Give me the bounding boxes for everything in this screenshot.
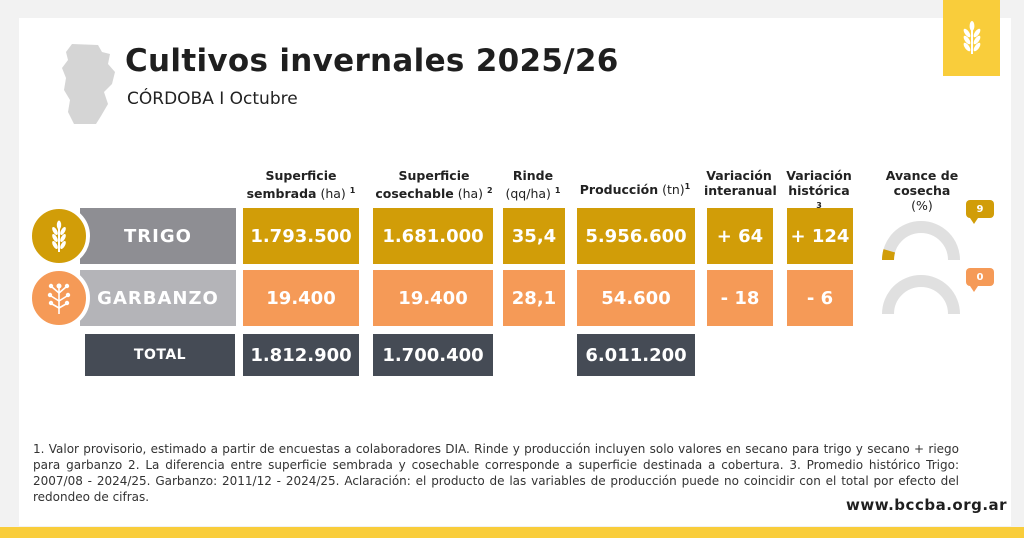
header-interanual: Variación interanual	[704, 168, 777, 198]
trigo-badge	[28, 205, 90, 267]
gauge-track	[882, 221, 960, 261]
header-historica: Variación histórica 3	[786, 168, 852, 210]
trigo-historica: + 124	[787, 208, 853, 264]
trigo-harvest-gauge	[882, 221, 960, 261]
header-rinde: Rinde (qq/ha) 1	[505, 168, 561, 202]
bottom-accent-bar	[0, 527, 1024, 538]
garbanzo-cosechable: 19.400	[373, 270, 493, 326]
header-avance: Avance de cosecha (%)	[885, 168, 959, 213]
trigo-sembrada: 1.793.500	[243, 208, 359, 264]
trigo-cosechable: 1.681.000	[373, 208, 493, 264]
garbanzo-harvest-gauge	[882, 275, 960, 315]
total-sembrada: 1.812.900	[243, 334, 359, 376]
garbanzo-historica: - 6	[787, 270, 853, 326]
header-produccion: Producción (tn)1	[579, 182, 691, 198]
garbanzo-sembrada: 19.400	[243, 270, 359, 326]
garbanzo-interanual: - 18	[707, 270, 773, 326]
garbanzo-produccion: 54.600	[577, 270, 695, 326]
trigo-harvest-value: 9	[966, 200, 994, 224]
wheat-icon	[52, 220, 66, 252]
garbanzo-rinde: 28,1	[503, 270, 565, 326]
row-label-garbanzo: GARBANZO	[80, 270, 236, 326]
garbanzo-badge	[28, 267, 90, 329]
website-link[interactable]: www.bccba.org.ar	[846, 496, 1008, 514]
trigo-rinde: 35,4	[503, 208, 565, 264]
footnote: 1. Valor provisorio, estimado a partir d…	[33, 442, 959, 504]
trigo-interanual: + 64	[707, 208, 773, 264]
row-label-total: TOTAL	[85, 334, 235, 376]
province-map-icon	[62, 44, 115, 124]
header-sembrada: Superficie sembrada (ha) 1	[246, 168, 356, 202]
trigo-produccion: 5.956.600	[577, 208, 695, 264]
page-subtitle: CÓRDOBA I Octubre	[127, 89, 298, 109]
total-cosechable: 1.700.400	[373, 334, 493, 376]
brand-tab	[943, 0, 1000, 76]
gauge-fill	[882, 249, 896, 261]
header-cosechable: Superficie cosechable (ha) 2	[375, 168, 493, 202]
wheat-brand-icon	[963, 21, 980, 54]
garbanzo-harvest-value: 0	[966, 268, 994, 292]
page-title: Cultivos invernales 2025/26	[125, 43, 619, 79]
gauge-track	[882, 275, 960, 315]
total-produccion: 6.011.200	[577, 334, 695, 376]
row-label-trigo: TRIGO	[80, 208, 236, 264]
chickpea-plant-icon	[47, 283, 71, 314]
